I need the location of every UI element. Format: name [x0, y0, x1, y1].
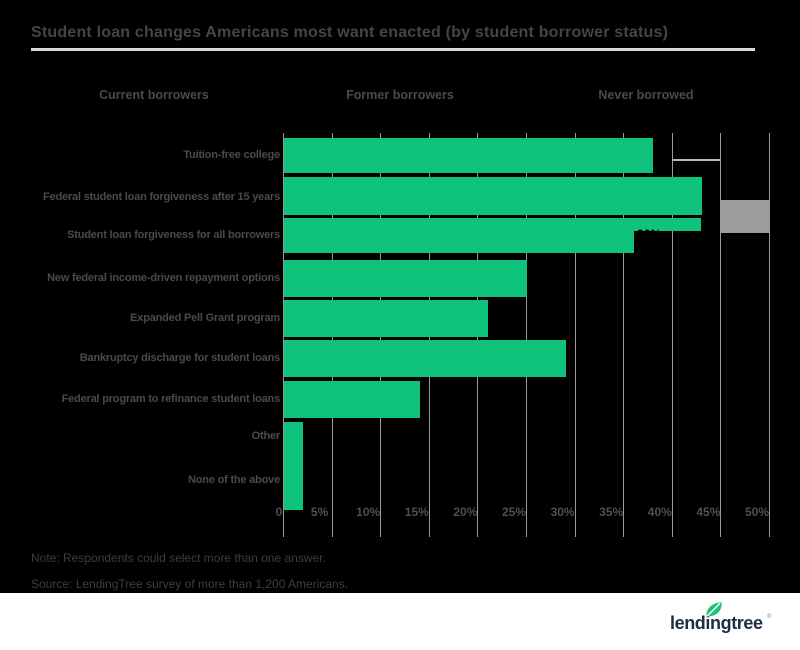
chart-source: Source: LendingTree survey of more than … [31, 577, 349, 591]
x-tick-label: 25% [501, 505, 527, 519]
x-tick-label: 35% [599, 505, 624, 519]
registered-mark-icon: ® [767, 614, 772, 620]
bar-current-borrowers [284, 260, 527, 297]
legend-item-former-borrowers: Former borrowers [346, 88, 454, 102]
category-label: Federal student loan forgiveness after 1… [43, 191, 280, 204]
category-label: Expanded Pell Grant program [130, 311, 280, 324]
x-tick-label: 5% [310, 505, 329, 519]
title-rule [31, 48, 755, 51]
gridline-35 [623, 133, 625, 537]
artifact-gray-bar [720, 200, 769, 233]
bar-current-borrowers [284, 340, 566, 377]
leaf-icon [706, 602, 722, 617]
footer-strip [0, 593, 800, 650]
bar-current-borrowers [284, 381, 421, 418]
bar-current-borrowers [284, 177, 702, 215]
gridline-0 [283, 133, 284, 537]
category-label: Federal program to refinance student loa… [61, 392, 281, 405]
category-label: None of the above [188, 474, 280, 487]
artifact-green-patch [632, 218, 701, 231]
gridline-40 [671, 133, 673, 537]
x-tick-label: 50% [744, 505, 770, 519]
category-label: Student loan forgiveness for all borrowe… [67, 228, 280, 241]
gridline-30 [574, 133, 576, 537]
x-tick-label: 0 [275, 505, 283, 519]
gridline-25 [526, 133, 527, 537]
gridline-45 [720, 133, 722, 537]
bar-current-borrowers [284, 138, 654, 173]
x-tick-label: 30% [550, 505, 575, 519]
bar-current-borrowers [284, 466, 304, 510]
category-label: New federal income-driven repayment opti… [47, 271, 280, 284]
artifact-connector-line [671, 159, 721, 161]
legend-item-current-borrowers: Current borrowers [99, 88, 209, 102]
bar-current-borrowers [284, 300, 489, 337]
x-tick-label: 15% [404, 505, 429, 519]
bar-current-borrowers [284, 218, 634, 253]
legend-item-never-borrowed: Never borrowed [598, 88, 694, 102]
x-tick-label: 20% [453, 505, 478, 519]
logo-wordmark: lendingtree [670, 613, 763, 633]
bar-current-borrowers [284, 422, 304, 466]
x-tick-label: 40% [647, 505, 672, 519]
x-tick-label: 10% [356, 505, 381, 519]
category-label: Other [251, 430, 281, 443]
chart-note: Note: Respondents could select more than… [31, 551, 326, 565]
inline-data-label: 36% [637, 227, 662, 241]
category-label: Tuition-free college [183, 148, 280, 161]
gridline-50 [769, 133, 770, 537]
lendingtree-logo: lendingtree ® [668, 602, 780, 640]
chart-title: Student loan changes Americans most want… [31, 24, 669, 41]
x-tick-label: 45% [696, 505, 721, 519]
category-label: Bankruptcy discharge for student loans [79, 351, 280, 364]
